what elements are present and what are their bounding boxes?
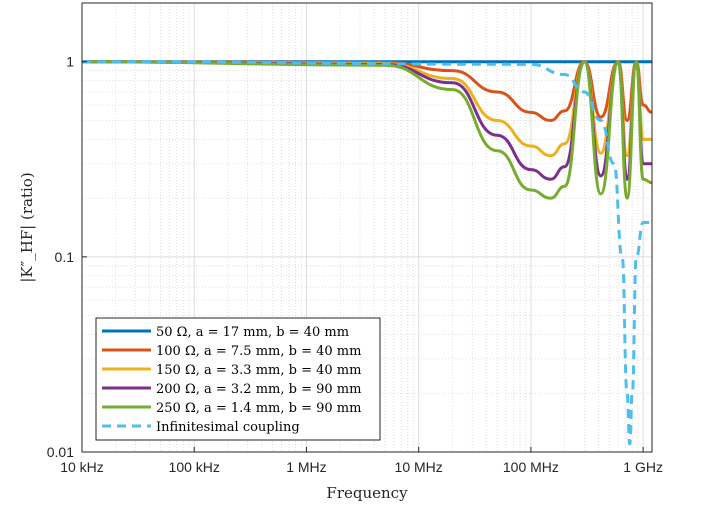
series-layer	[82, 60, 652, 446]
series-line-5	[82, 60, 652, 200]
x-tick-label: 1 GHz	[623, 459, 663, 475]
series-line-6	[82, 60, 652, 446]
legend-entry: 100 Ω, a = 7.5 mm, b = 40 mm	[156, 344, 361, 359]
ticks: 10 kHz 100 kHz 1 MHz 10 MHz 100 MHz 1 GHz 0.01…	[47, 54, 663, 475]
x-tick-label: 10 MHz	[395, 459, 443, 475]
legend-entry: 250 Ω, a = 1.4 mm, b = 90 mm	[156, 401, 361, 416]
y-tick-label: 0.01	[47, 444, 74, 460]
legend-entry: 200 Ω, a = 3.2 mm, b = 90 mm	[156, 382, 361, 397]
x-tick-label: 10 kHz	[60, 459, 104, 475]
x-axis-label: Frequency	[326, 484, 408, 502]
x-tick-label: 1 MHz	[286, 459, 326, 475]
legend-entry: 50 Ω, a = 17 mm, b = 40 mm	[156, 325, 349, 340]
x-tick-label: 100 kHz	[169, 459, 220, 475]
legend: 50 Ω, a = 17 mm, b = 40 mm 100 Ω, a = 7.5…	[95, 317, 381, 441]
x-tick-label: 100 MHz	[503, 459, 559, 475]
y-axis-label: |K″_HF| (ratio)	[18, 172, 36, 282]
legend-entry: Infinitesimal coupling	[156, 420, 300, 435]
y-tick-label: 0.1	[55, 249, 75, 265]
plot-frame	[81, 2, 653, 453]
legend-box	[95, 317, 381, 441]
y-tick-label: 1	[66, 54, 74, 70]
legend-entry: 150 Ω, a = 3.3 mm, b = 40 mm	[156, 363, 361, 378]
